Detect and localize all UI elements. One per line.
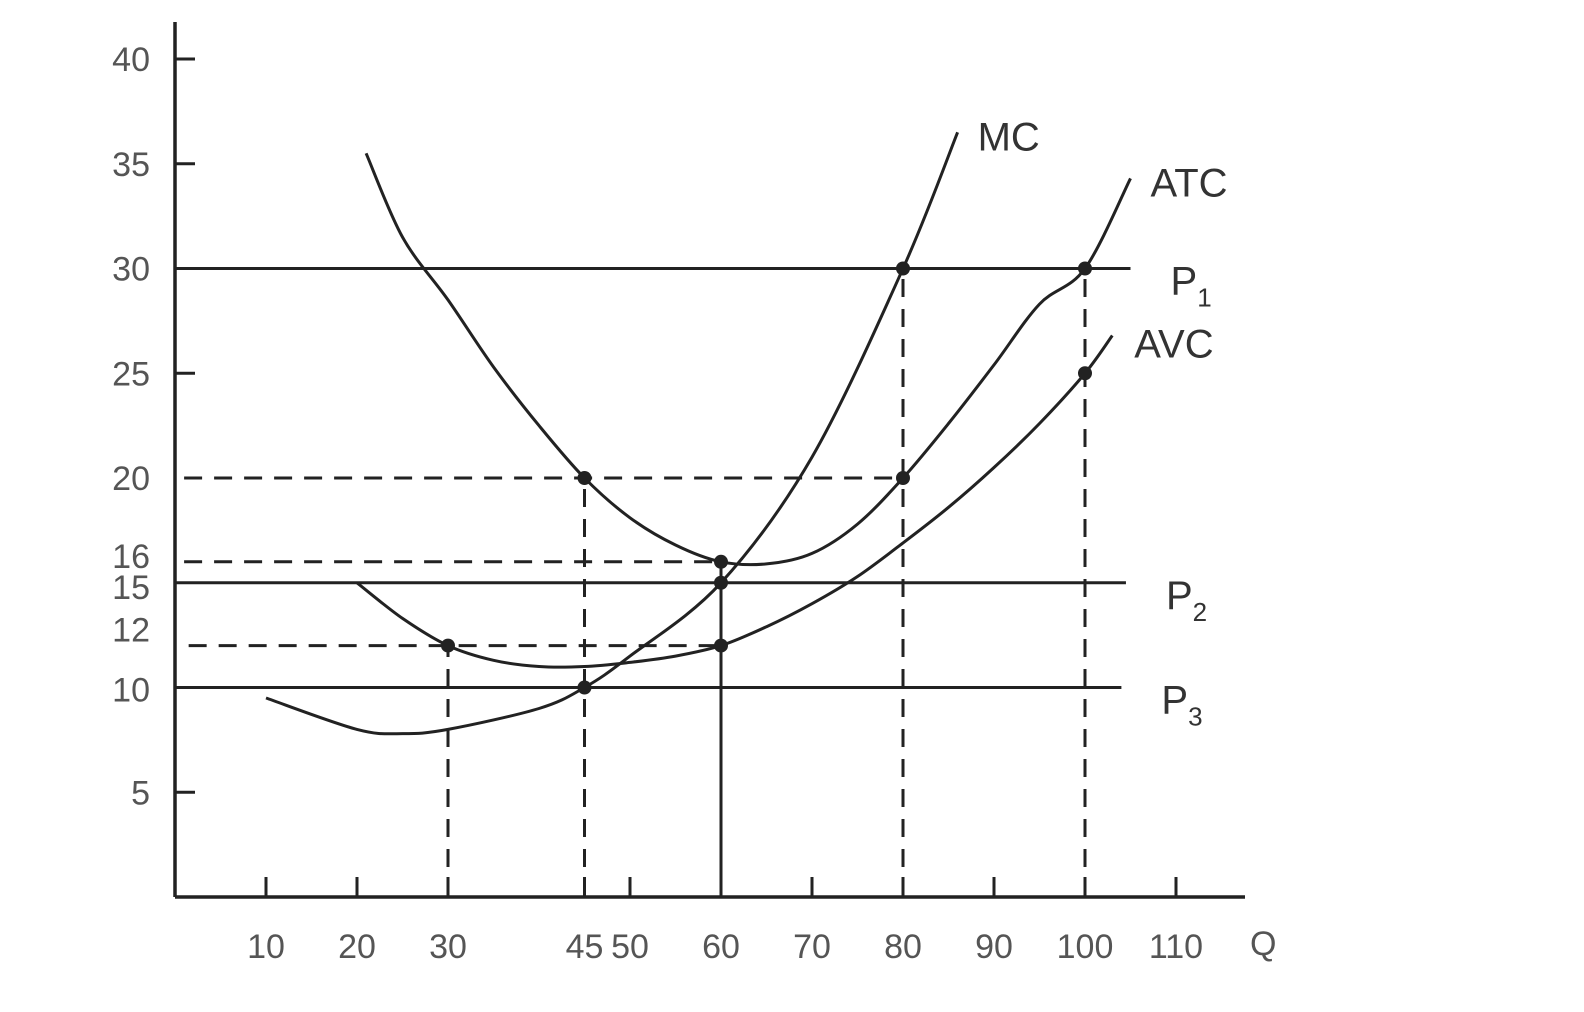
y-tick-label-40: 40 <box>112 41 150 79</box>
axes <box>173 22 1245 899</box>
y-tick-label-35: 35 <box>112 146 150 184</box>
price-label-P3: P3 <box>1161 679 1202 732</box>
series-labels: P1 P2 P3 MC ATC AVC <box>978 115 1228 731</box>
y-tick-label-30: 30 <box>112 251 150 289</box>
y-tick-label-10: 10 <box>112 672 150 710</box>
marked-points <box>441 261 1092 695</box>
x-tick-label-30: 30 <box>429 928 467 966</box>
x-tick-label-80: 80 <box>884 928 922 966</box>
x-tick-label-70: 70 <box>793 928 831 966</box>
point-45-10 <box>577 680 592 695</box>
point-100-30 <box>1078 261 1092 276</box>
cost-curves <box>265 131 1132 736</box>
curve-label-avc: AVC <box>1134 323 1213 367</box>
y-tick-label-25: 25 <box>112 355 150 393</box>
x-tick-label-60: 60 <box>702 928 740 966</box>
y-tick-label-20: 20 <box>112 460 150 498</box>
curve-label-atc: ATC <box>1151 161 1228 205</box>
y-tick-label-5: 5 <box>131 774 150 812</box>
point-60-15 <box>714 575 728 590</box>
price-label-P2: P2 <box>1166 574 1207 627</box>
x-tick-label-50: 50 <box>611 928 649 966</box>
x-tick-label-110: 110 <box>1149 928 1203 966</box>
x-tick-label-45: 45 <box>566 928 604 966</box>
curve-label-mc: MC <box>978 115 1040 159</box>
curve-mc <box>265 131 959 736</box>
point-30-12 <box>441 638 455 653</box>
x-tick-label-100: 100 <box>1057 928 1114 966</box>
y-tick-label-15: 15 <box>112 569 150 607</box>
point-80-30 <box>896 261 910 276</box>
y-tick-label-12: 12 <box>112 612 150 650</box>
price-lines <box>175 267 1131 689</box>
curve-avc <box>356 334 1114 669</box>
point-80-20 <box>896 471 910 485</box>
x-axis-label: Q <box>1250 925 1276 963</box>
x-tick-label-20: 20 <box>338 928 376 966</box>
x-tick-label-90: 90 <box>975 928 1013 966</box>
point-60-12 <box>714 638 728 653</box>
y-tick-label-16: 16 <box>112 538 150 576</box>
point-45-20 <box>577 471 592 485</box>
point-100-25 <box>1078 366 1092 381</box>
curve-atc <box>364 152 1132 567</box>
x-tick-label-10: 10 <box>247 928 285 966</box>
price-label-P1: P1 <box>1171 260 1212 313</box>
point-60-16 <box>714 554 728 569</box>
